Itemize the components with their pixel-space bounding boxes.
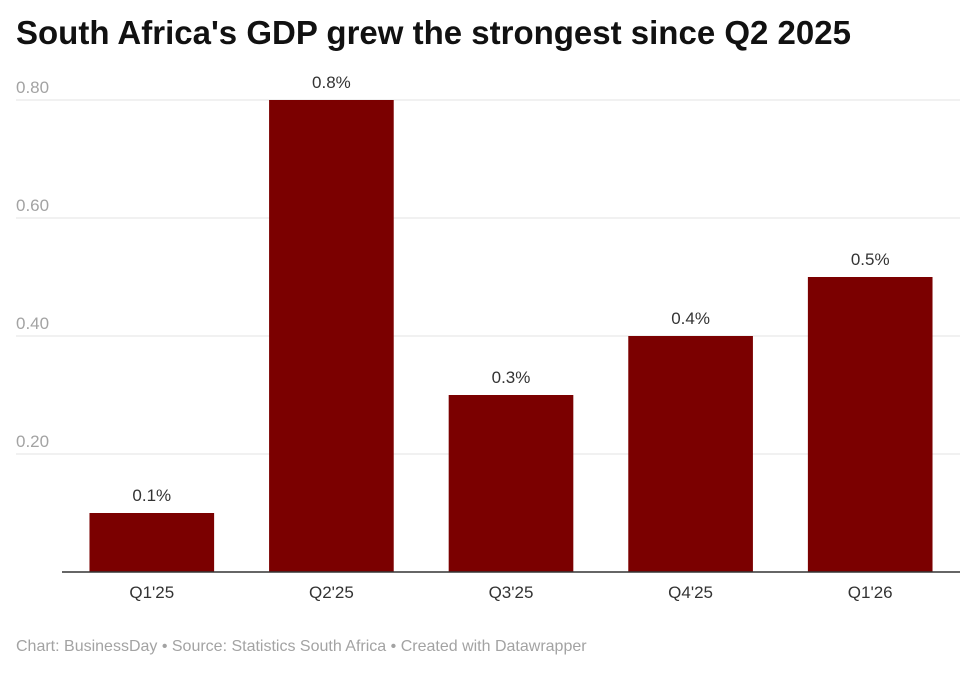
gridlines — [16, 99, 960, 455]
y-tick-label: 0.20 — [16, 432, 49, 451]
data-label: 0.3% — [492, 368, 531, 387]
x-tick-label: Q3'25 — [489, 583, 534, 602]
bar — [807, 277, 933, 572]
x-tick-label: Q4'25 — [668, 583, 713, 602]
labels: 0.20 0.40 0.60 0.80 0.1% Q1'25 0.8% Q2'25 0.3% Q3… — [16, 73, 893, 602]
bar — [89, 513, 215, 572]
data-label: 0.4% — [671, 309, 710, 328]
y-tick-label: 0.40 — [16, 314, 49, 333]
chart-title: South Africa's GDP grew the strongest si… — [16, 14, 851, 51]
data-label: 0.1% — [132, 486, 171, 505]
data-label: 0.5% — [851, 250, 890, 269]
bar-chart: 0.20 0.40 0.60 0.80 0.1% Q1'25 0.8% Q2'25 0.3% Q3… — [16, 73, 960, 602]
bar — [628, 336, 753, 572]
chart-footer: Chart: BusinessDay • Source: Statistics … — [16, 638, 587, 655]
bar — [269, 100, 394, 572]
y-tick-label: 0.60 — [16, 196, 49, 215]
x-tick-label: Q1'25 — [129, 583, 174, 602]
x-tick-label: Q2'25 — [309, 583, 354, 602]
data-label: 0.8% — [312, 73, 351, 92]
bar — [448, 395, 574, 572]
bars — [62, 100, 960, 573]
y-tick-label: 0.80 — [16, 78, 49, 97]
x-tick-label: Q1'26 — [848, 583, 893, 602]
